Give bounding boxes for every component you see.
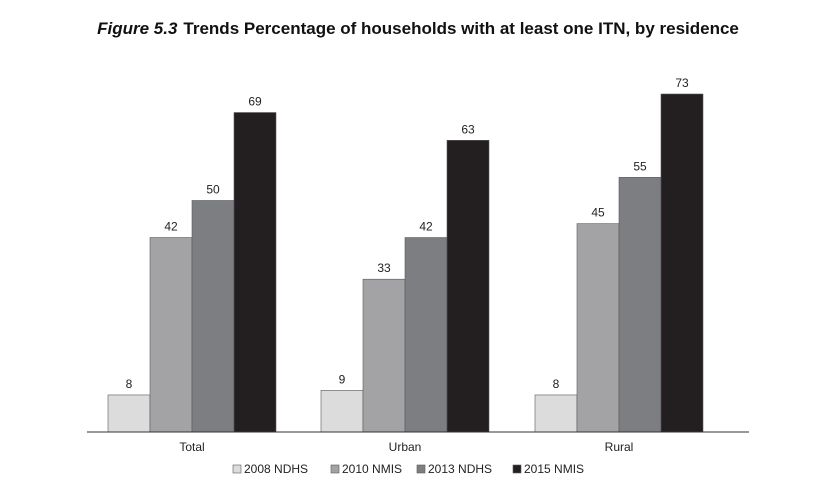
- bar-rural-2008-ndhs: [534, 394, 578, 433]
- data-label-total-2008-ndhs: 8: [126, 377, 133, 391]
- data-label-rural-2015-nmis: 73: [675, 76, 689, 90]
- legend-label-2013-ndhs: 2013 NDHS: [428, 462, 492, 476]
- bar-total-2015-nmis: [233, 112, 277, 433]
- data-label-total-2010-nmis: 42: [164, 220, 178, 234]
- data-label-rural-2008-ndhs: 8: [553, 377, 560, 391]
- bar-rural-2013-ndhs: [618, 177, 662, 433]
- data-label-urban-2008-ndhs: 9: [339, 372, 346, 386]
- legend-swatch-2008-ndhs: [232, 464, 242, 474]
- bar-urban-2015-nmis: [446, 140, 490, 433]
- bar-total-2010-nmis: [149, 237, 193, 433]
- legend-label-2015-nmis: 2015 NMIS: [524, 462, 584, 476]
- figure-number: Figure 5.3: [97, 19, 178, 38]
- bar-total-2008-ndhs: [107, 394, 151, 433]
- chart-title: Figure 5.3 Trends Percentage of household…: [0, 19, 836, 39]
- bar-rural-2015-nmis: [660, 93, 704, 433]
- legend-swatch-2013-ndhs: [416, 464, 426, 474]
- data-label-rural-2010-nmis: 45: [591, 206, 605, 220]
- category-label-rural: Rural: [605, 440, 634, 454]
- legend-swatch-2015-nmis: [512, 464, 522, 474]
- category-label-total: Total: [179, 440, 204, 454]
- legend-label-2010-nmis: 2010 NMIS: [342, 462, 402, 476]
- legend-swatch-2010-nmis: [330, 464, 340, 474]
- data-label-total-2013-ndhs: 50: [206, 182, 220, 196]
- category-label-urban: Urban: [389, 440, 422, 454]
- data-label-rural-2013-ndhs: 55: [633, 159, 647, 173]
- bar-urban-2010-nmis: [362, 278, 406, 433]
- data-label-urban-2015-nmis: 63: [461, 122, 475, 136]
- figure-title: Trends Percentage of households with at …: [183, 19, 739, 38]
- bar-rural-2010-nmis: [576, 223, 620, 433]
- bar-urban-2008-ndhs: [320, 390, 364, 433]
- bar-urban-2013-ndhs: [404, 237, 448, 433]
- data-label-urban-2010-nmis: 33: [377, 261, 391, 275]
- data-label-total-2015-nmis: 69: [248, 95, 262, 109]
- legend-label-2008-ndhs: 2008 NDHS: [244, 462, 308, 476]
- bar-total-2013-ndhs: [191, 200, 235, 433]
- data-label-urban-2013-ndhs: 42: [419, 220, 433, 234]
